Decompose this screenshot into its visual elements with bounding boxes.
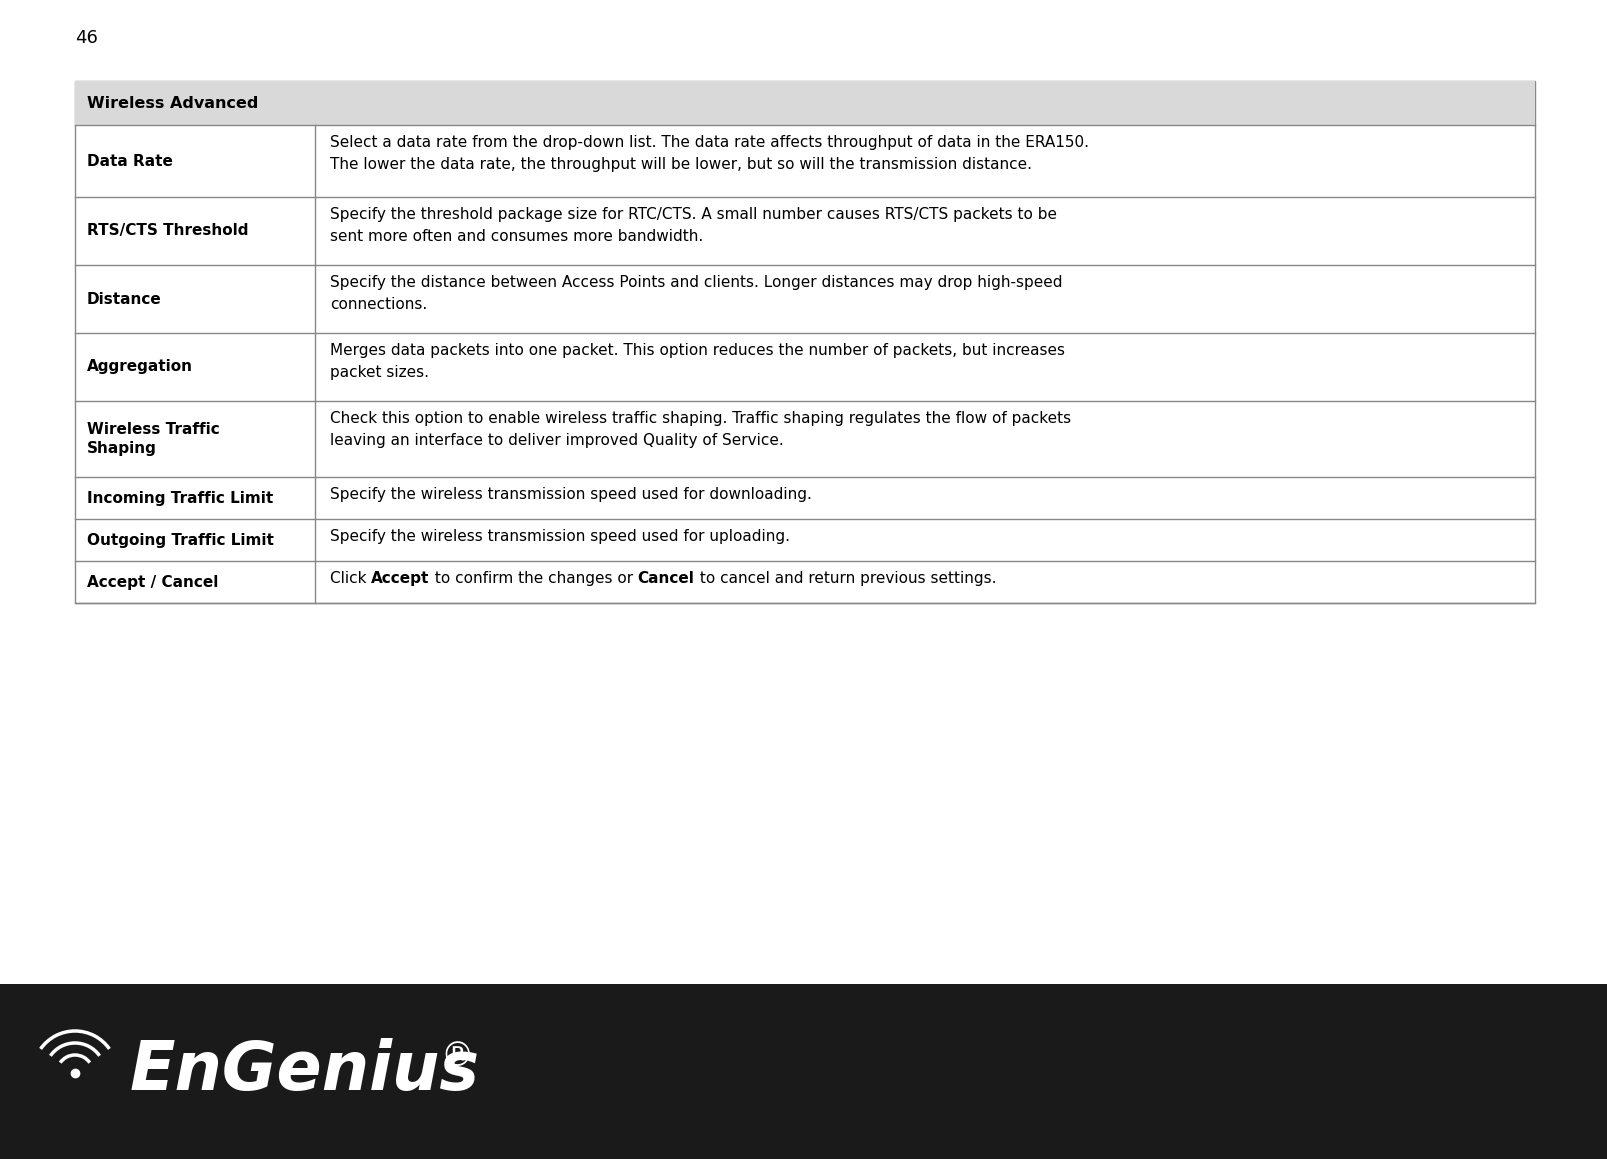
Text: Cancel: Cancel — [638, 571, 694, 586]
Text: Wireless Traffic
Shaping: Wireless Traffic Shaping — [87, 422, 220, 457]
Text: RTS/CTS Threshold: RTS/CTS Threshold — [87, 224, 249, 239]
Bar — [76, 81, 1535, 125]
Text: Aggregation: Aggregation — [87, 359, 193, 374]
Text: Outgoing Traffic Limit: Outgoing Traffic Limit — [87, 532, 273, 547]
Text: Specify the distance between Access Points and clients. Longer distances may dro: Specify the distance between Access Poin… — [329, 275, 1062, 312]
Text: Distance: Distance — [87, 292, 162, 306]
Text: Specify the wireless transmission speed used for downloading.: Specify the wireless transmission speed … — [329, 487, 812, 502]
Text: Data Rate: Data Rate — [87, 153, 174, 168]
Bar — [0, 984, 1607, 1159]
Text: Merges data packets into one packet. This option reduces the number of packets, : Merges data packets into one packet. Thi… — [329, 343, 1065, 380]
Text: Select a data rate from the drop-down list. The data rate affects throughput of : Select a data rate from the drop-down li… — [329, 134, 1090, 172]
Text: Specify the threshold package size for RTC/CTS. A small number causes RTS/CTS pa: Specify the threshold package size for R… — [329, 207, 1057, 243]
Text: Check this option to enable wireless traffic shaping. Traffic shaping regulates : Check this option to enable wireless tra… — [329, 411, 1072, 447]
Text: Accept / Cancel: Accept / Cancel — [87, 575, 219, 590]
Text: Wireless Advanced: Wireless Advanced — [87, 95, 259, 110]
Text: Click: Click — [329, 571, 371, 586]
Text: ®: ® — [440, 1040, 474, 1072]
Bar — [76, 81, 1535, 603]
Text: to confirm the changes or: to confirm the changes or — [429, 571, 638, 586]
Text: EnGenius: EnGenius — [130, 1038, 480, 1105]
Text: to cancel and return previous settings.: to cancel and return previous settings. — [694, 571, 996, 586]
Text: Accept: Accept — [371, 571, 429, 586]
Text: Incoming Traffic Limit: Incoming Traffic Limit — [87, 490, 273, 505]
Text: Specify the wireless transmission speed used for uploading.: Specify the wireless transmission speed … — [329, 529, 791, 544]
Text: 46: 46 — [76, 29, 98, 48]
